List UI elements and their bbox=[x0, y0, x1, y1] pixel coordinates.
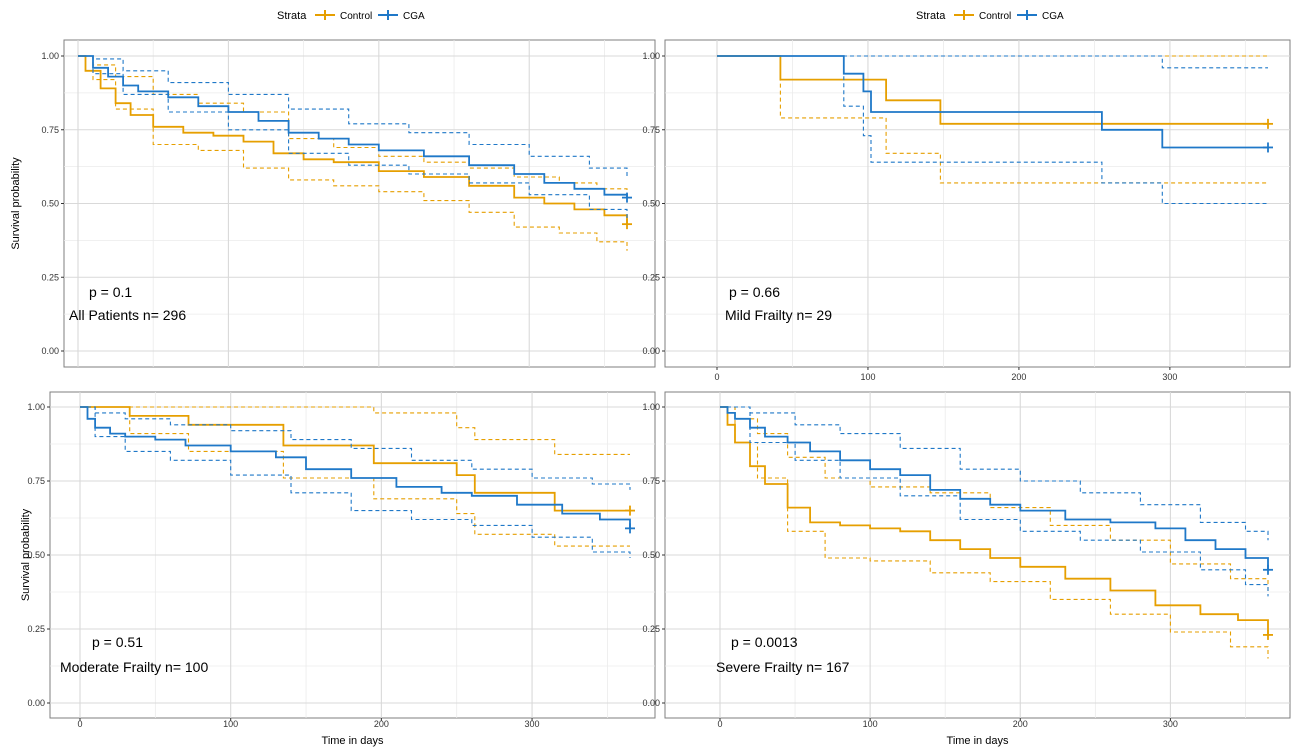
group-label: Mild Frailty n= 29 bbox=[725, 307, 832, 323]
km-panel-3: 0.00 0.25 0.50 0.75 1.00 0 100 200 300 p = 0.51 Mo… bbox=[20, 391, 656, 747]
legend-cga-label: CGA bbox=[1042, 11, 1064, 22]
survival-curve bbox=[80, 406, 630, 512]
survival-curve bbox=[720, 406, 1269, 635]
y-tick-label: 1.00 bbox=[27, 402, 45, 412]
y-tick-label: 0.50 bbox=[642, 550, 660, 560]
ci-band-line bbox=[717, 55, 1268, 205]
survival-curve bbox=[78, 55, 628, 198]
ci-band-line bbox=[78, 55, 628, 251]
legend-title: Strata bbox=[277, 10, 307, 22]
x-tick-label: 100 bbox=[223, 719, 238, 729]
y-axis-title: Survival probability bbox=[10, 157, 22, 250]
ci-band-line bbox=[720, 406, 1269, 594]
legend-left: Strata Control CGA bbox=[277, 10, 425, 22]
legend-title: Strata bbox=[916, 10, 946, 22]
survival-curve bbox=[717, 55, 1268, 125]
group-label: Moderate Frailty n= 100 bbox=[60, 659, 208, 675]
ci-band-line bbox=[80, 406, 630, 547]
y-tick-label: 0.25 bbox=[642, 272, 660, 282]
legend-control-label: Control bbox=[979, 11, 1011, 22]
ci-band-line bbox=[720, 406, 1269, 659]
survival-curve bbox=[720, 406, 1269, 570]
x-tick-label: 100 bbox=[863, 719, 878, 729]
y-axis-title: Survival probability bbox=[20, 508, 32, 601]
p-value-label: p = 0.66 bbox=[729, 284, 780, 300]
y-tick-label: 0.00 bbox=[27, 698, 45, 708]
x-tick-label: 300 bbox=[525, 719, 540, 729]
p-value-label: p = 0.1 bbox=[89, 284, 132, 300]
km-panel-4: 0.00 0.25 0.50 0.75 1.00 0 100 200 300 p = 0.0013… bbox=[642, 391, 1291, 747]
x-tick-label: 0 bbox=[714, 372, 719, 382]
group-label: Severe Frailty n= 167 bbox=[716, 659, 850, 675]
x-tick-label: 200 bbox=[1013, 719, 1028, 729]
x-tick-label: 300 bbox=[1163, 719, 1178, 729]
x-tick-label: 200 bbox=[1011, 372, 1026, 382]
p-value-label: p = 0.51 bbox=[92, 634, 143, 650]
x-axis-title: Time in days bbox=[322, 735, 384, 747]
y-tick-label: 0.25 bbox=[41, 272, 59, 282]
km-panel-2: 0.00 0.25 0.50 0.75 1.00 0 100 200 300 p = 0.66 Mi… bbox=[642, 39, 1291, 382]
p-value-label: p = 0.0013 bbox=[731, 634, 798, 650]
y-tick-label: 1.00 bbox=[642, 51, 660, 61]
ci-band-line bbox=[78, 55, 628, 219]
y-tick-label: 0.75 bbox=[41, 125, 59, 135]
y-tick-label: 0.00 bbox=[41, 346, 59, 356]
legend-control-label: Control bbox=[340, 11, 372, 22]
y-tick-label: 0.00 bbox=[642, 346, 660, 356]
y-tick-label: 0.75 bbox=[642, 476, 660, 486]
km-panel-1: 0.00 0.25 0.50 0.75 1.00 p = 0.1 All Patients … bbox=[10, 39, 656, 368]
y-tick-label: 0.25 bbox=[642, 624, 660, 634]
y-tick-label: 0.50 bbox=[642, 199, 660, 209]
ci-band-line bbox=[80, 406, 631, 558]
y-tick-label: 0.25 bbox=[27, 624, 45, 634]
group-label: All Patients n= 296 bbox=[69, 307, 186, 323]
survival-curve bbox=[80, 406, 631, 529]
x-tick-label: 200 bbox=[374, 719, 389, 729]
legend-right: Strata Control CGA bbox=[916, 10, 1064, 22]
y-tick-label: 0.75 bbox=[27, 476, 45, 486]
x-axis-title: Time in days bbox=[947, 735, 1009, 747]
ci-band-line bbox=[717, 55, 1268, 184]
ci-band-line bbox=[78, 55, 628, 177]
ci-band-line bbox=[80, 406, 631, 490]
x-tick-label: 0 bbox=[717, 719, 722, 729]
y-tick-label: 0.50 bbox=[27, 550, 45, 560]
y-tick-label: 0.00 bbox=[642, 698, 660, 708]
ci-band-line bbox=[720, 406, 1269, 597]
y-tick-label: 0.50 bbox=[41, 199, 59, 209]
ci-band-line bbox=[717, 55, 1268, 69]
ci-band-line bbox=[720, 406, 1269, 541]
y-tick-label: 1.00 bbox=[41, 51, 59, 61]
legend-cga-label: CGA bbox=[403, 11, 425, 22]
x-tick-label: 0 bbox=[77, 719, 82, 729]
x-tick-label: 300 bbox=[1162, 372, 1177, 382]
ci-band-line bbox=[80, 406, 630, 455]
ci-band-line bbox=[78, 55, 628, 195]
y-tick-label: 0.75 bbox=[642, 125, 660, 135]
y-tick-label: 1.00 bbox=[642, 402, 660, 412]
x-tick-label: 100 bbox=[860, 372, 875, 382]
